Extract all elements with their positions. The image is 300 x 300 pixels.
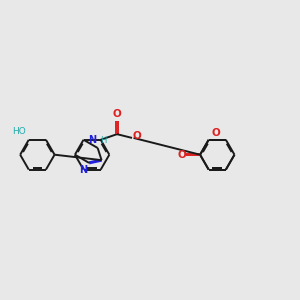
Text: O: O: [211, 128, 220, 138]
Text: H: H: [100, 136, 106, 145]
Text: N: N: [80, 165, 88, 176]
Text: O: O: [112, 109, 122, 119]
Text: O: O: [133, 131, 142, 141]
Text: N: N: [88, 136, 96, 146]
Text: HO: HO: [13, 127, 26, 136]
Text: O: O: [178, 150, 187, 160]
